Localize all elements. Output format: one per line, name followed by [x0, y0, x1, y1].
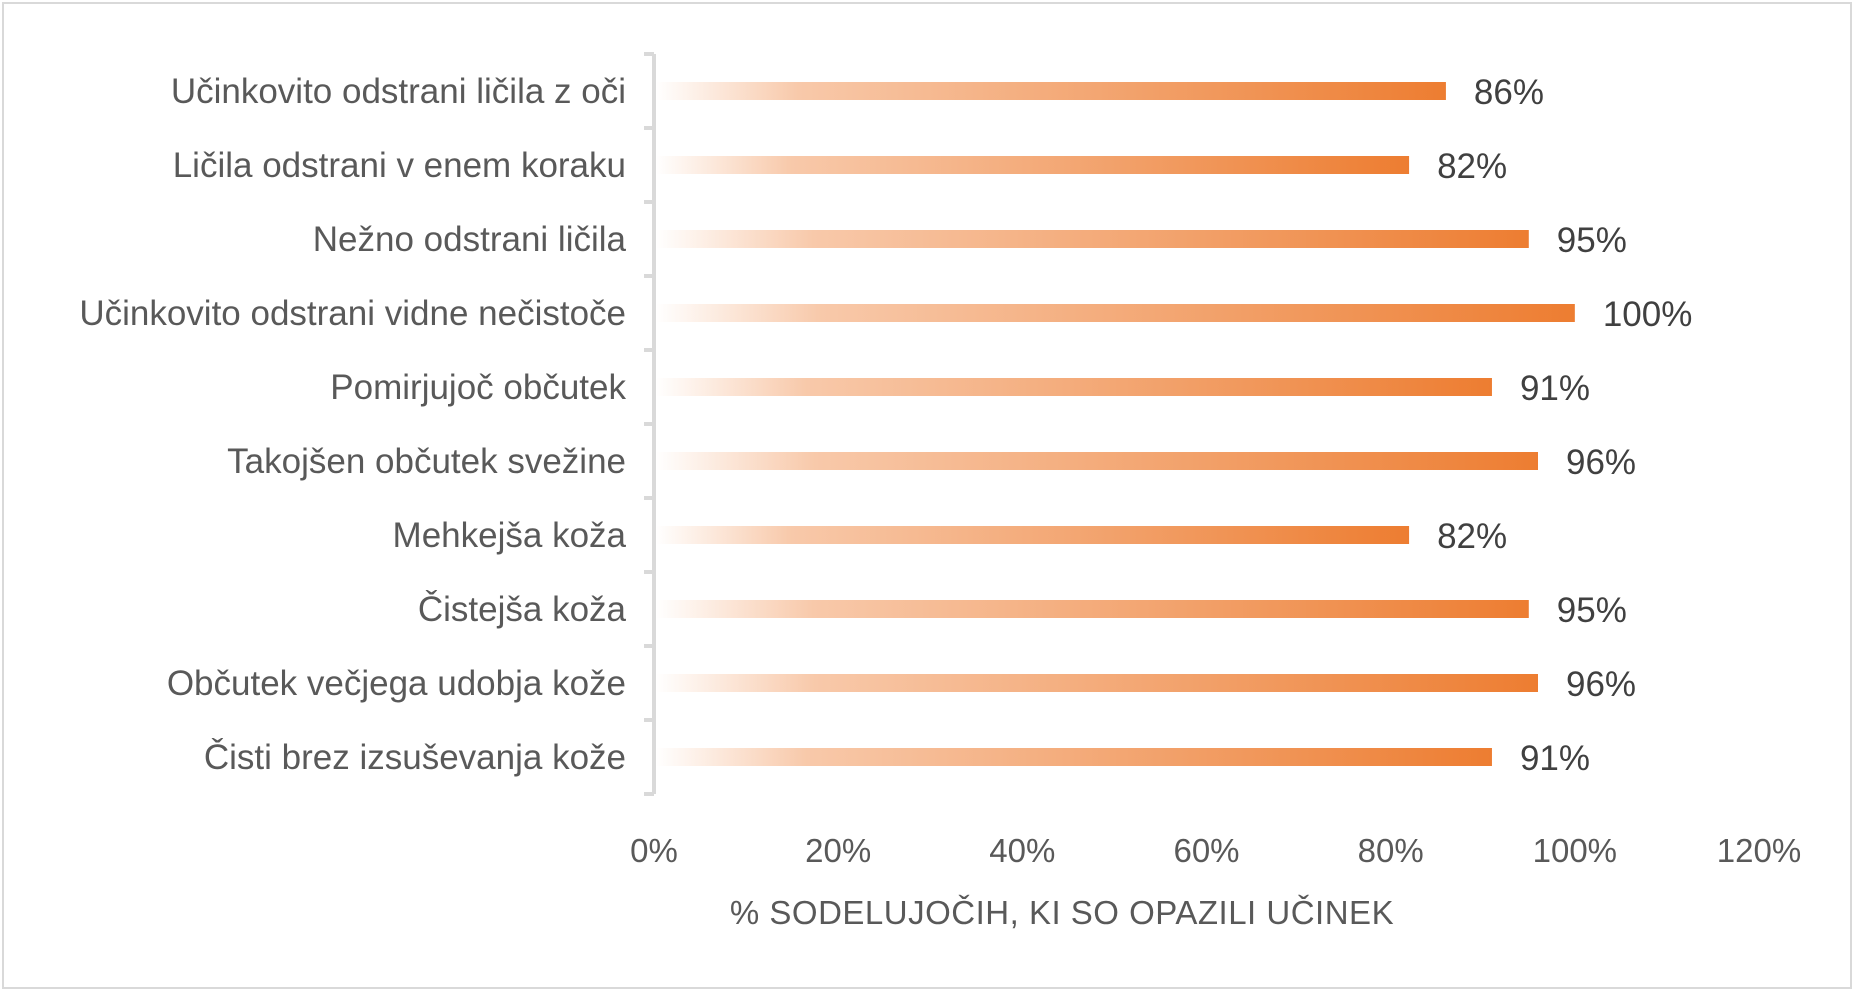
x-tick-label: 80%	[1358, 832, 1424, 869]
bar	[656, 378, 1492, 396]
category-label: Mehkejša koža	[393, 516, 627, 555]
value-label: 95%	[1557, 591, 1627, 630]
value-label: 95%	[1557, 221, 1627, 260]
bar	[656, 674, 1538, 692]
category-label: Ličila odstrani v enem koraku	[173, 146, 626, 185]
labels-layer: Učinkovito odstrani ličila z oči 86% Ličil…	[79, 72, 1692, 778]
x-tick-label: 100%	[1533, 832, 1617, 869]
value-label: 82%	[1437, 147, 1507, 186]
bar	[656, 526, 1410, 544]
x-tick-label: 40%	[989, 832, 1055, 869]
category-label: Učinkovito odstrani vidne nečistoče	[79, 294, 626, 333]
bar	[656, 230, 1529, 248]
value-label: 91%	[1520, 369, 1590, 408]
value-label: 82%	[1437, 517, 1507, 556]
x-axis-title: % SODELUJOČIH, KI SO OPAZILI UČINEK	[730, 894, 1394, 931]
category-label: Pomirjujoč občutek	[330, 368, 626, 407]
category-label: Učinkovito odstrani ličila z oči	[171, 72, 626, 111]
x-ticks-layer: 0% 20% 40% 60% 80% 100% 120%	[630, 832, 1801, 869]
bar	[656, 82, 1446, 100]
value-label: 100%	[1603, 295, 1693, 334]
category-label: Takojšen občutek svežine	[227, 442, 626, 481]
bar	[656, 600, 1529, 618]
bar	[656, 452, 1538, 470]
bar	[656, 304, 1575, 322]
value-label: 91%	[1520, 739, 1590, 778]
x-tick-label: 60%	[1173, 832, 1239, 869]
value-label: 86%	[1474, 73, 1544, 112]
x-tick-label: 0%	[630, 832, 678, 869]
category-label: Čisti brez izsuševanja kože	[204, 738, 626, 777]
category-label: Nežno odstrani ličila	[313, 220, 627, 259]
bar	[656, 748, 1492, 766]
category-label: Občutek večjega udobja kože	[167, 664, 626, 703]
bars-layer	[656, 82, 1575, 766]
category-label: Čistejša koža	[418, 590, 627, 629]
x-tick-label: 20%	[805, 832, 871, 869]
value-label: 96%	[1566, 443, 1636, 482]
bar-chart: Učinkovito odstrani ličila z oči 86% Ličil…	[79, 52, 1801, 931]
x-tick-label: 120%	[1717, 832, 1801, 869]
value-label: 96%	[1566, 665, 1636, 704]
axis-layer	[644, 52, 656, 796]
bar	[656, 156, 1410, 174]
